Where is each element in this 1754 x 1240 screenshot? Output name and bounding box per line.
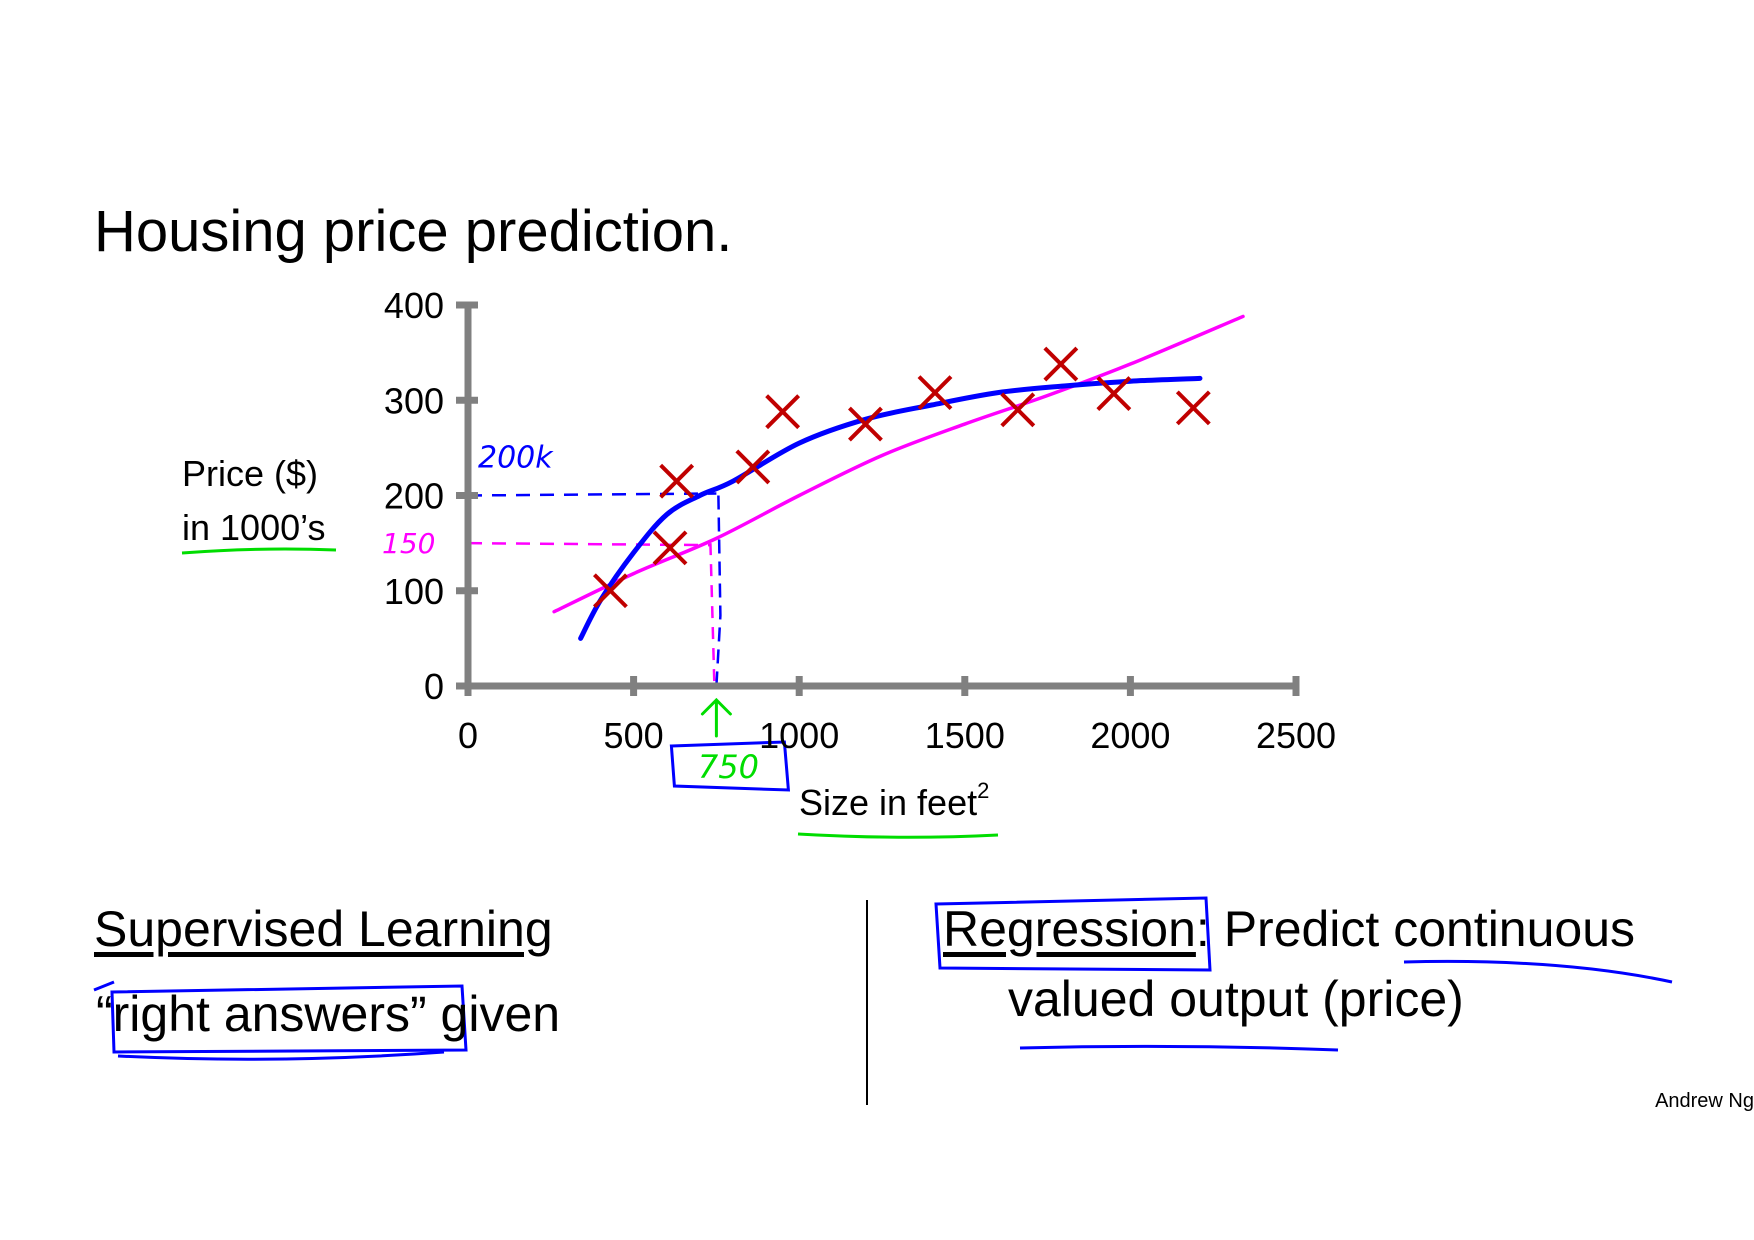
x-axis-label: Size in feet2 bbox=[799, 778, 989, 824]
data-point bbox=[1175, 390, 1211, 426]
fit-lines bbox=[552, 314, 1245, 641]
right-answers-line: “right answers” given bbox=[96, 985, 560, 1043]
right-answers-box bbox=[110, 984, 468, 1054]
x-tick-label: 1500 bbox=[925, 715, 1005, 756]
pink-guide-vertical bbox=[709, 543, 716, 687]
data-point-stroke bbox=[917, 375, 953, 411]
pink-fit-line bbox=[552, 314, 1245, 614]
chart-axes bbox=[456, 301, 1300, 696]
author-credit: Andrew Ng bbox=[1655, 1090, 1754, 1112]
x-tick-label: 2500 bbox=[1256, 715, 1336, 756]
data-point-stroke bbox=[1043, 346, 1079, 382]
y-tick-label: 200 bbox=[384, 476, 444, 517]
data-point bbox=[1043, 346, 1079, 382]
data-point-stroke bbox=[1000, 392, 1036, 428]
data-point-stroke bbox=[652, 530, 688, 566]
given-text: given bbox=[426, 986, 561, 1042]
regression-line-2: valued output (price) bbox=[1008, 971, 1464, 1027]
data-point-stroke bbox=[1096, 376, 1132, 411]
pink-guide-horizontal bbox=[467, 541, 711, 547]
data-point-stroke bbox=[593, 573, 628, 609]
regression-box bbox=[934, 896, 1212, 972]
y-tick-label: 400 bbox=[384, 285, 444, 326]
tick-labels: 0 500 1000 1500 2000 2500 0 100 200 300 400 bbox=[384, 285, 1336, 756]
data-point bbox=[735, 449, 771, 485]
x-tick-label: 500 bbox=[604, 715, 664, 756]
data-point-stroke bbox=[765, 394, 801, 430]
y-tick-label: 100 bbox=[384, 571, 444, 612]
blue-fit-curve bbox=[578, 375, 1203, 641]
continuous-underline bbox=[1403, 959, 1673, 984]
y-axis-label: Price ($) in 1000’s bbox=[182, 447, 325, 555]
regression-definition: : Predict continuous bbox=[1195, 901, 1636, 957]
quote-open: “ bbox=[96, 986, 113, 1042]
handwritten-750-label: 750 bbox=[698, 748, 759, 786]
slide-title: Housing price prediction. bbox=[94, 199, 733, 264]
data-point bbox=[1000, 392, 1036, 428]
x-tick-label: 1000 bbox=[759, 715, 839, 756]
regression-keyword: Regression bbox=[943, 901, 1196, 957]
right-answers-tick bbox=[93, 980, 115, 992]
supervised-learning-heading: Supervised Learning bbox=[94, 901, 553, 957]
valued-output-underline bbox=[1019, 1044, 1339, 1052]
column-divider bbox=[866, 900, 868, 1105]
data-point-stroke bbox=[659, 463, 695, 499]
right-answers-underline bbox=[117, 1050, 445, 1061]
data-point bbox=[659, 463, 695, 499]
y-tick-label: 300 bbox=[384, 380, 444, 421]
data-point bbox=[917, 375, 953, 411]
ylabel-underline bbox=[181, 547, 337, 555]
data-point-stroke bbox=[848, 406, 883, 442]
quote-close: ” bbox=[410, 986, 427, 1042]
handwritten-annotations: 200k 150 750 bbox=[93, 441, 1673, 1061]
x-axis-label-text: Size in feet bbox=[799, 782, 978, 823]
regression-line-1: Regression: Predict continuous bbox=[943, 900, 1635, 958]
data-point-stroke bbox=[735, 449, 771, 485]
x-tick-label: 0 bbox=[458, 715, 478, 756]
right-answers-text: right answers bbox=[112, 986, 410, 1042]
y-axis-label-line2: in 1000’s bbox=[182, 507, 326, 548]
blue-guide-horizontal bbox=[467, 492, 717, 497]
data-point bbox=[765, 394, 801, 430]
xlabel-underline bbox=[797, 832, 999, 839]
green-up-arrow bbox=[700, 697, 732, 738]
data-point bbox=[848, 406, 883, 442]
data-point bbox=[593, 573, 628, 609]
handwritten-150-label: 150 bbox=[382, 527, 435, 560]
query-box-outline bbox=[669, 740, 791, 792]
blue-guide-vertical bbox=[715, 495, 722, 687]
handwritten-200k-label: 200k bbox=[478, 441, 554, 476]
y-tick-label: 0 bbox=[424, 666, 444, 707]
y-axis-label-line1: Price ($) bbox=[182, 453, 319, 494]
data-point bbox=[652, 530, 688, 566]
x-tick-label: 2000 bbox=[1090, 715, 1170, 756]
data-point-stroke bbox=[1175, 390, 1211, 426]
data-points bbox=[593, 346, 1211, 609]
data-point bbox=[1096, 376, 1132, 411]
x-axis-label-exponent: 2 bbox=[977, 778, 990, 803]
